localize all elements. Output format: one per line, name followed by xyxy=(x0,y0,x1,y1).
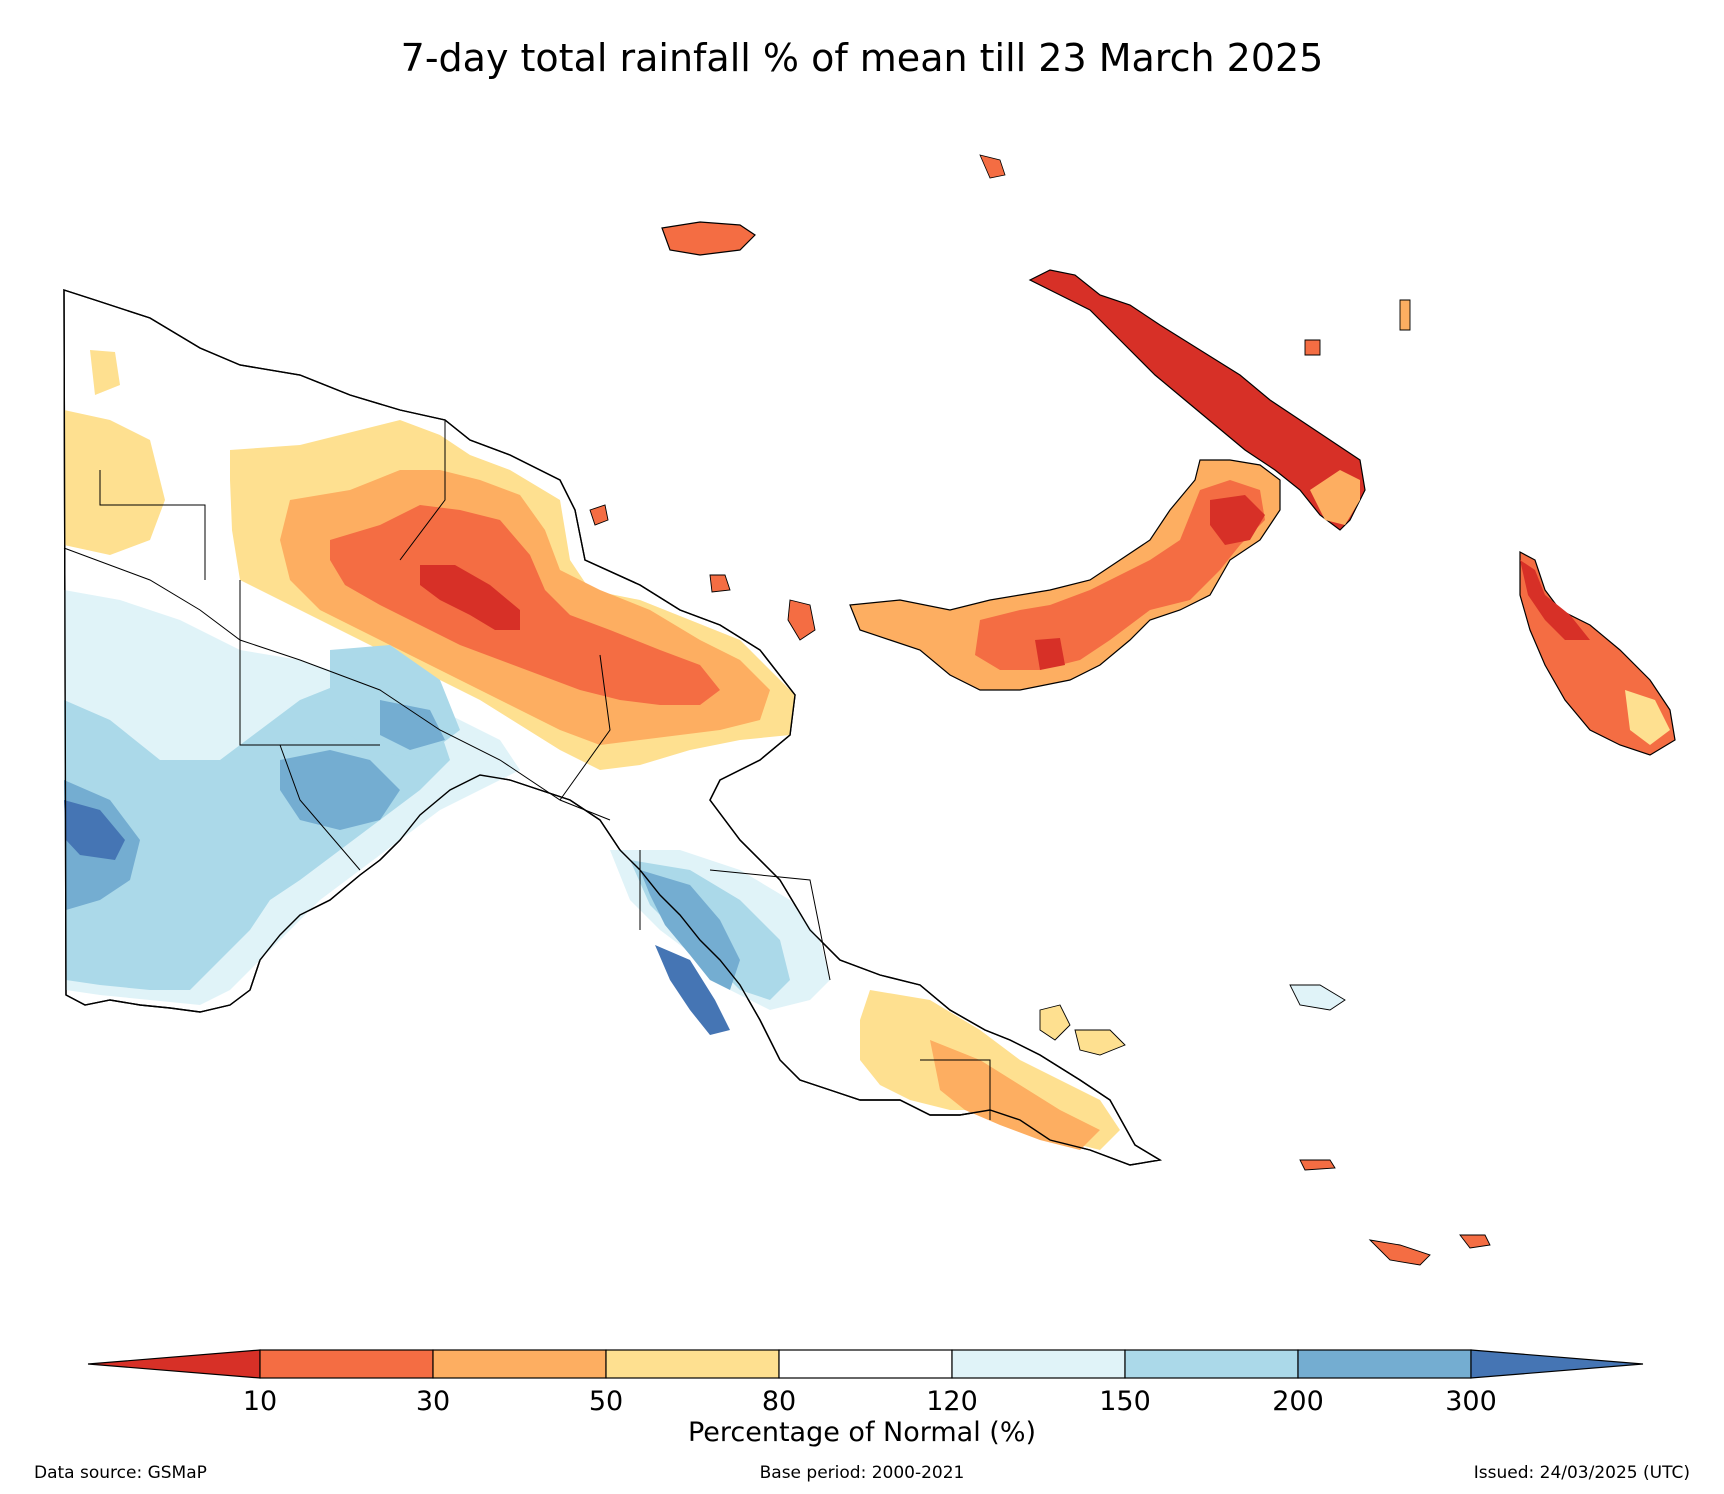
green-island xyxy=(1304,339,1321,356)
colorbar-tick-label: 200 xyxy=(1272,1386,1324,1417)
region-mid-200-300 xyxy=(380,700,445,750)
colorbar-tick-label: 80 xyxy=(761,1386,797,1417)
colorbar-tick-label: 150 xyxy=(1099,1386,1151,1417)
map-title: 7-day total rainfall % of mean till 23 M… xyxy=(400,36,1324,80)
bougainville-lt10 xyxy=(1520,560,1590,640)
issued-date: Issued: 24/03/2025 (UTC) xyxy=(1473,1463,1690,1483)
colorbar-segment xyxy=(1297,1349,1472,1379)
sudest-island xyxy=(1368,1239,1431,1266)
colorbar-tick-label: 10 xyxy=(242,1386,278,1417)
misima-island xyxy=(1299,1159,1336,1171)
colorbar-segment xyxy=(432,1349,607,1379)
manus-island xyxy=(661,221,756,256)
karkar-island xyxy=(589,504,609,526)
colorbar-extend-low xyxy=(87,1349,261,1379)
province-borders xyxy=(63,420,991,1120)
colorbar-segment xyxy=(778,1349,953,1379)
colorbar-tick-label: 300 xyxy=(1445,1386,1497,1417)
rainfall-map xyxy=(63,154,1676,1266)
colorbar-segment xyxy=(951,1349,1126,1379)
fergusson-island xyxy=(1074,1029,1126,1056)
new-ireland-south-30-50 xyxy=(1310,470,1360,525)
goodenough-island xyxy=(1039,1004,1071,1041)
rossel-island xyxy=(1459,1234,1491,1249)
region-west-gt300 xyxy=(64,800,125,860)
region-se-gt300 xyxy=(655,945,730,1035)
colorbar-segment xyxy=(259,1349,434,1379)
colorbar-segment xyxy=(605,1349,780,1379)
manus-small xyxy=(979,154,1006,179)
colorbar-tick-label: 30 xyxy=(415,1386,451,1417)
bagabag-island xyxy=(1399,299,1411,331)
region-nw2-50-80 xyxy=(90,350,120,395)
new-ireland xyxy=(1028,269,1366,531)
new-britain-lt10 xyxy=(1210,495,1265,545)
region-north-lt10 xyxy=(420,565,520,630)
woodlark-island xyxy=(1289,984,1346,1011)
long-island xyxy=(709,574,731,593)
umboi-island xyxy=(787,599,816,641)
colorbar-tick-label: 120 xyxy=(926,1386,978,1417)
colorbar-tick-label: 50 xyxy=(588,1386,624,1417)
colorbar-extend-high xyxy=(1470,1349,1644,1379)
region-north-10-30 xyxy=(330,505,720,705)
data-source: Data source: GSMaP xyxy=(34,1463,207,1483)
region-west2-200-300 xyxy=(280,750,400,830)
colorbar-label: Percentage of Normal (%) xyxy=(687,1417,1037,1448)
mainland-outline xyxy=(63,289,1162,1166)
bougainville-50-80 xyxy=(1625,690,1670,745)
base-period: Base period: 2000-2021 xyxy=(759,1463,965,1483)
new-britain xyxy=(849,459,1281,691)
region-nw-50-80 xyxy=(64,410,165,555)
new-britain-lt10-2 xyxy=(1035,638,1065,670)
region-peninsula-30-50 xyxy=(930,1040,1100,1150)
new-britain-10-30 xyxy=(975,480,1265,670)
colorbar-segment xyxy=(1124,1349,1299,1379)
